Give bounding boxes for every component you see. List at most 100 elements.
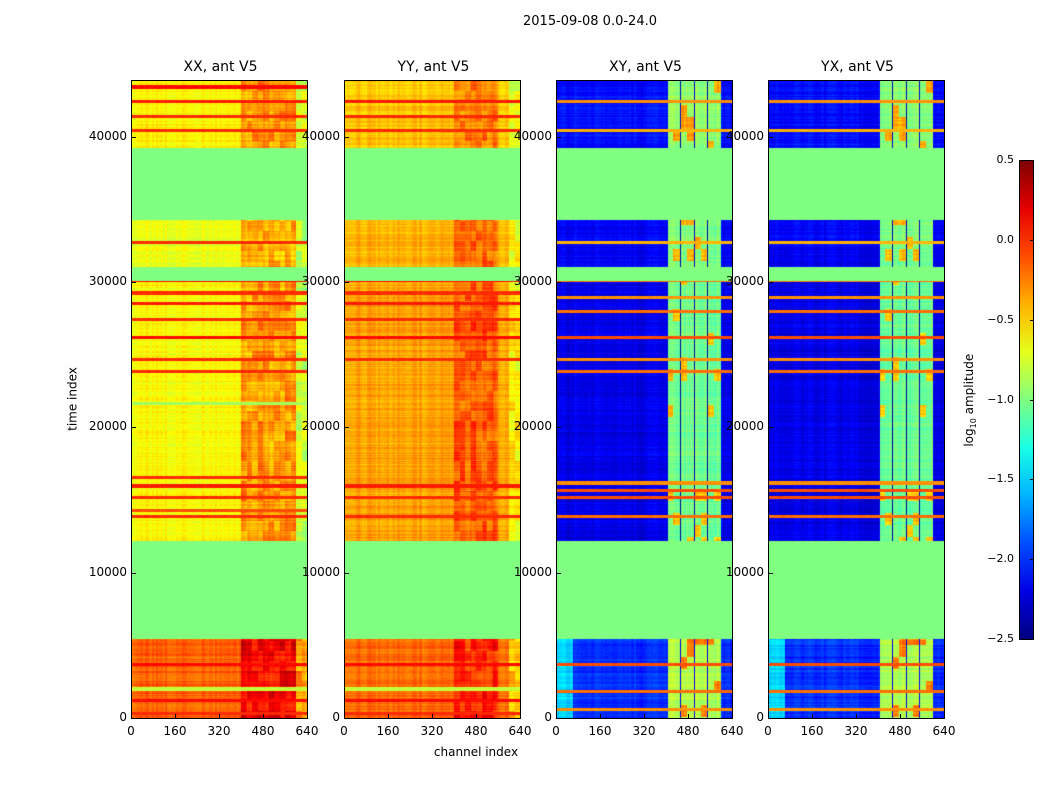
y-tick-mark: [769, 427, 773, 429]
panel-title: XY, ant V5: [609, 59, 682, 75]
x-tick-mark: [263, 714, 264, 718]
x-tick-label: 160: [376, 724, 400, 738]
heatmap-panel: XX, ant V5: [131, 59, 308, 719]
x-tick-mark: [688, 714, 689, 718]
x-tick-mark: [732, 714, 733, 718]
colorbar-tick-mark: [1030, 639, 1034, 640]
colorbar-tick-mark: [1030, 399, 1034, 401]
x-tick-label: 320: [420, 724, 444, 738]
x-tick-label: 320: [207, 724, 231, 738]
y-tick-label: 40000: [88, 128, 127, 143]
heatmap-image: [132, 81, 307, 718]
x-tick-label: 160: [163, 724, 187, 738]
y-tick-mark: [769, 282, 773, 284]
y-tick-label: 10000: [725, 564, 764, 579]
figure-title: 2015-09-08 0.0-24.0: [523, 14, 657, 29]
y-tick-label: 40000: [513, 128, 552, 143]
y-tick-label: 10000: [88, 564, 127, 579]
y-tick-label: 0: [332, 710, 340, 724]
panel-title: YY, ant V5: [397, 59, 470, 75]
colorbar-tick-label: −2.0: [987, 552, 1014, 566]
y-tick-mark: [132, 282, 136, 284]
x-tick-label: 640: [508, 724, 532, 738]
y-tick-mark: [557, 572, 561, 574]
y-tick-label: 20000: [513, 419, 552, 434]
x-tick-label: 320: [632, 724, 656, 738]
y-tick-label: 40000: [301, 128, 340, 143]
y-tick-mark: [557, 282, 561, 284]
y-tick-mark: [132, 718, 136, 719]
y-axis-label: time index: [65, 367, 80, 431]
heatmap-image: [557, 81, 732, 718]
x-tick-label: 0: [764, 724, 772, 738]
x-tick-label: 480: [888, 724, 912, 738]
heatmap-panel: YX, ant V5: [768, 59, 945, 719]
panel-title: YX, ant V5: [821, 59, 894, 75]
colorbar-tick-mark: [1030, 479, 1034, 481]
y-tick-mark: [132, 572, 136, 574]
y-tick-label: 30000: [88, 274, 127, 289]
y-tick-label: 30000: [513, 274, 552, 289]
x-tick-mark: [812, 714, 813, 718]
y-tick-mark: [557, 427, 561, 429]
colorbar-tick-mark: [1030, 160, 1034, 161]
y-tick-mark: [769, 718, 773, 719]
x-tick-mark: [856, 714, 857, 718]
y-tick-mark: [345, 718, 349, 719]
x-tick-label: 0: [552, 724, 560, 738]
x-tick-label: 160: [800, 724, 824, 738]
x-tick-mark: [476, 714, 477, 718]
x-tick-mark: [556, 714, 557, 718]
colorbar-tick-mark: [1030, 239, 1034, 241]
y-tick-label: 20000: [725, 419, 764, 434]
y-tick-mark: [345, 427, 349, 429]
y-tick-mark: [132, 136, 136, 138]
x-tick-mark: [768, 714, 769, 718]
y-tick-mark: [769, 136, 773, 138]
y-tick-label: 0: [756, 710, 764, 724]
colorbar-tick-label: 0.0: [996, 232, 1015, 246]
x-tick-mark: [900, 714, 901, 718]
x-tick-label: 480: [251, 724, 275, 738]
y-tick-label: 10000: [513, 564, 552, 579]
y-tick-mark: [132, 427, 136, 429]
x-tick-label: 480: [676, 724, 700, 738]
heatmap-panel: XY, ant V5: [556, 59, 733, 719]
x-tick-label: 640: [295, 724, 319, 738]
y-tick-label: 30000: [301, 274, 340, 289]
x-tick-mark: [344, 714, 345, 718]
x-axis-label: channel index: [433, 745, 519, 759]
x-tick-mark: [432, 714, 433, 718]
y-tick-label: 0: [119, 710, 127, 724]
heatmap-image: [345, 81, 520, 718]
x-tick-label: 640: [720, 724, 744, 738]
y-tick-label: 0: [544, 710, 552, 724]
y-tick-label: 40000: [725, 128, 764, 143]
y-tick-label: 20000: [301, 419, 340, 434]
y-tick-label: 10000: [301, 564, 340, 579]
y-tick-mark: [557, 718, 561, 719]
x-tick-mark: [219, 714, 220, 718]
x-tick-mark: [175, 714, 176, 718]
colorbar-tick-label: 0.5: [996, 153, 1015, 166]
x-tick-mark: [600, 714, 601, 718]
colorbar-tick-label: −1.5: [987, 472, 1014, 486]
x-tick-label: 0: [340, 724, 348, 738]
y-tick-mark: [345, 136, 349, 138]
colorbar-tick-mark: [1030, 319, 1034, 321]
colorbar-tick-label: −2.5: [987, 632, 1014, 645]
x-tick-label: 160: [588, 724, 612, 738]
x-tick-label: 320: [844, 724, 868, 738]
heatmap-panel: YY, ant V5: [344, 59, 521, 719]
y-tick-mark: [769, 572, 773, 574]
y-tick-mark: [557, 136, 561, 138]
colorbar-tick-mark: [1030, 559, 1034, 561]
x-tick-label: 480: [464, 724, 488, 738]
colorbar-tick-label: −0.5: [987, 312, 1014, 326]
x-tick-mark: [388, 714, 389, 718]
x-tick-mark: [307, 714, 308, 718]
x-tick-mark: [131, 714, 132, 718]
x-tick-label: 0: [127, 724, 135, 738]
y-tick-mark: [345, 282, 349, 284]
x-tick-mark: [944, 714, 945, 718]
